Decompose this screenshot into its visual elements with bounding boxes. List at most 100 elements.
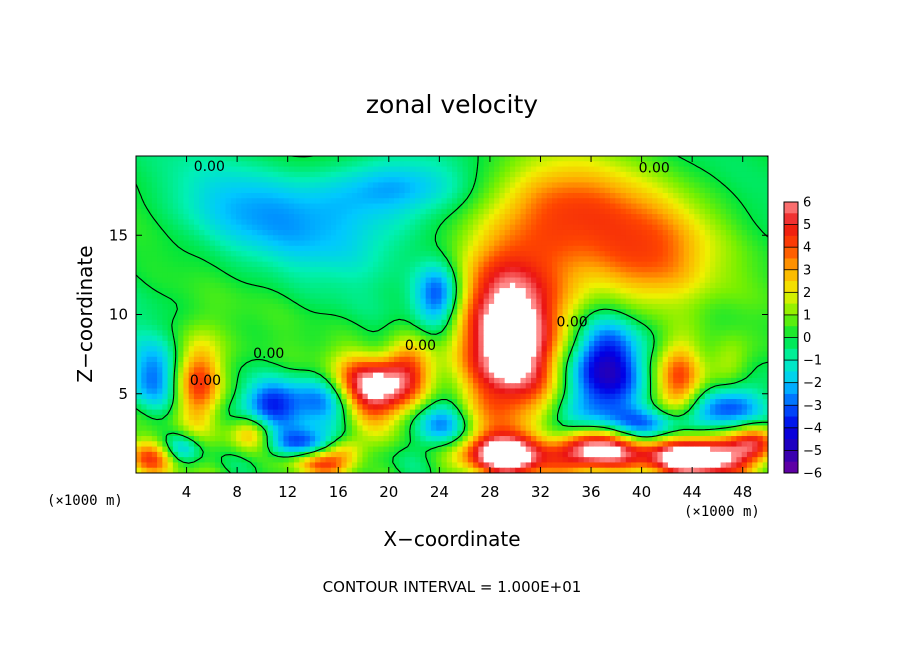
heatmap-cell — [225, 362, 232, 368]
heatmap-cell — [441, 251, 448, 257]
heatmap-cell — [157, 266, 163, 273]
heatmap-cell — [162, 309, 169, 316]
heatmap-cell — [525, 330, 532, 337]
heatmap-cell — [741, 261, 748, 268]
heatmap-cell — [404, 282, 411, 289]
heatmap-cell — [172, 182, 179, 189]
heatmap-cell — [346, 351, 353, 358]
heatmap-cell — [251, 251, 258, 257]
heatmap-cell — [320, 314, 327, 321]
heatmap-cell — [720, 171, 727, 178]
heatmap-cell — [188, 240, 195, 247]
heatmap-cell — [583, 203, 590, 210]
heatmap-cell — [736, 161, 743, 168]
heatmap-cell — [346, 325, 353, 331]
heatmap-cell — [752, 298, 759, 305]
heatmap-cell — [136, 161, 142, 168]
heatmap-cell — [588, 261, 595, 268]
heatmap-cell — [525, 214, 532, 220]
heatmap-cell — [678, 325, 685, 331]
heatmap-cell — [220, 266, 227, 273]
heatmap-cell — [294, 229, 300, 236]
heatmap-cell — [746, 272, 753, 279]
heatmap-cell — [515, 251, 522, 257]
heatmap-cell — [167, 309, 174, 316]
heatmap-cell — [467, 362, 474, 368]
heatmap-cell — [736, 240, 743, 247]
heatmap-cell — [199, 330, 206, 337]
heatmap-cell — [199, 198, 206, 205]
heatmap-cell — [225, 251, 232, 257]
heatmap-cell — [731, 356, 737, 363]
heatmap-cell — [351, 367, 358, 374]
heatmap-cell — [257, 203, 263, 210]
heatmap-cell — [341, 367, 348, 374]
heatmap-cell — [520, 325, 527, 331]
heatmap-cell — [209, 192, 216, 199]
heatmap-cell — [462, 198, 469, 205]
heatmap-cell — [430, 240, 437, 247]
heatmap-cell — [204, 277, 211, 284]
heatmap-cell — [225, 282, 232, 289]
heatmap-cell — [351, 314, 358, 321]
heatmap-cell — [399, 309, 406, 316]
heatmap-cell — [272, 303, 279, 310]
heatmap-cell — [562, 346, 569, 353]
heatmap-cell — [452, 272, 458, 279]
heatmap-cell — [220, 187, 227, 194]
heatmap-cell — [394, 161, 400, 168]
heatmap-cell — [220, 256, 227, 263]
heatmap-cell — [488, 240, 495, 247]
heatmap-cell — [246, 330, 253, 337]
heatmap-cell — [425, 346, 432, 353]
heatmap-cell — [473, 198, 479, 205]
heatmap-cell — [446, 192, 453, 199]
heatmap-cell — [351, 288, 358, 294]
heatmap-cell — [257, 309, 263, 316]
heatmap-cell — [631, 256, 637, 263]
heatmap-cell — [357, 319, 364, 326]
heatmap-cell — [362, 288, 369, 294]
heatmap-cell — [710, 340, 716, 347]
heatmap-cell — [699, 171, 706, 178]
heatmap-cell — [662, 277, 669, 284]
heatmap-cell — [441, 192, 448, 199]
heatmap-cell — [509, 208, 516, 215]
heatmap-cell — [246, 235, 253, 242]
heatmap-cell — [546, 314, 553, 321]
heatmap-cell — [220, 362, 227, 368]
heatmap-cell — [441, 219, 448, 226]
heatmap-cell — [704, 272, 711, 279]
heatmap-cell — [209, 161, 216, 168]
heatmap-cell — [531, 340, 537, 347]
heatmap-cell — [699, 314, 706, 321]
heatmap-cell — [178, 219, 184, 226]
heatmap-cell — [588, 314, 595, 321]
heatmap-cell — [531, 277, 537, 284]
heatmap-cell — [325, 171, 332, 178]
heatmap-cell — [599, 245, 606, 252]
heatmap-cell — [483, 309, 490, 316]
heatmap-cell — [646, 356, 653, 363]
heatmap-cell — [599, 171, 606, 178]
heatmap-cell — [236, 245, 242, 252]
heatmap-cell — [683, 177, 690, 184]
heatmap-cell — [704, 198, 711, 205]
heatmap-cell — [215, 346, 221, 353]
heatmap-cell — [583, 171, 590, 178]
heatmap-cell — [246, 198, 253, 205]
heatmap-cell — [462, 208, 469, 215]
heatmap-cell — [578, 314, 585, 321]
heatmap-cell — [710, 293, 716, 300]
heatmap-cell — [315, 256, 321, 263]
heatmap-cell — [441, 235, 448, 242]
heatmap-cell — [404, 229, 411, 236]
heatmap-cell — [599, 293, 606, 300]
heatmap-cell — [351, 229, 358, 236]
heatmap-cell — [399, 330, 406, 337]
heatmap-cell — [573, 256, 579, 263]
heatmap-cell — [667, 229, 674, 236]
heatmap-cell — [552, 192, 558, 199]
heatmap-cell — [430, 330, 437, 337]
heatmap-cell — [151, 272, 158, 279]
